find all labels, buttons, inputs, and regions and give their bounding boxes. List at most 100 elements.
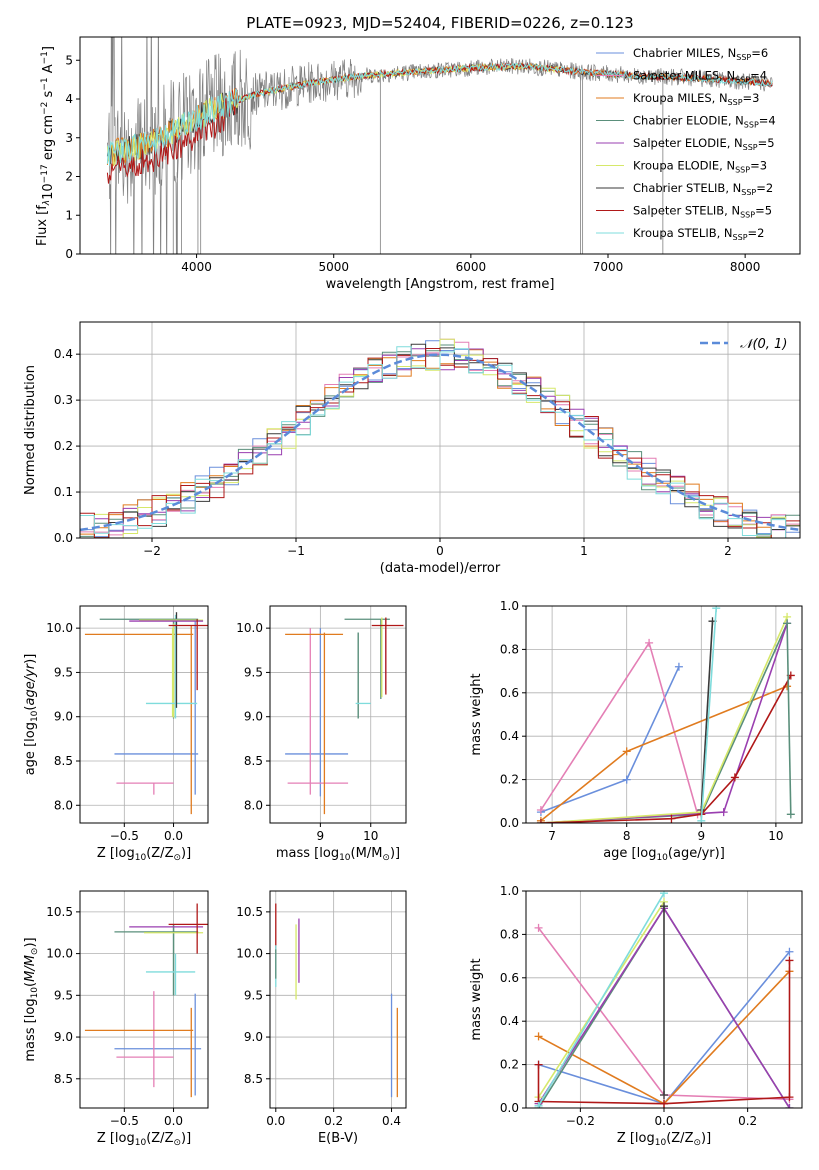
label-part: Z [log — [617, 1131, 655, 1146]
axes-frame — [269, 890, 407, 1109]
legend-label-kroupa-miles: Kroupa MILES, NSSP=3 — [633, 91, 759, 107]
label-part: Z/Z — [671, 1131, 693, 1146]
legend-subscript: SSP — [744, 121, 759, 130]
label-part: )] — [181, 1131, 191, 1146]
x-tick-label: 10 — [768, 829, 783, 843]
label-part: )] — [181, 846, 191, 861]
marker-kroupa-stelib — [660, 891, 668, 898]
y-axis-label: Flux [fλ10−17 erg cm−2 s−1 A−1] — [35, 46, 56, 246]
label-part: E(B-V) — [318, 1131, 358, 1146]
label-part: 10 — [30, 987, 40, 999]
x-axis-label: Z [log10(Z/Z⊙)] — [97, 1131, 191, 1148]
label-part: ⊙ — [693, 1138, 701, 1148]
y-tick-label: 10.5 — [46, 905, 73, 919]
y-tick-label: 5 — [65, 53, 73, 67]
y-tick-label: 8.0 — [244, 798, 263, 812]
label-part: 10 — [41, 183, 56, 200]
y-tick-label: 9.5 — [244, 665, 263, 679]
legend-label-chabrier-miles: Chabrier MILES, NSSP=6 — [633, 46, 768, 62]
series-line-kroupa-stelib — [700, 608, 717, 821]
legend-subscript: SSP — [733, 233, 748, 242]
series-line-kroupa-elodie — [540, 616, 788, 823]
legend-nssp-value: =4 — [759, 114, 776, 128]
label-part: ( — [146, 1131, 151, 1146]
y-tick-label: 10.5 — [236, 905, 263, 919]
y-tick-label: 8.5 — [244, 1072, 263, 1086]
legend-nssp-value: =3 — [750, 159, 767, 173]
y-tick-label: 0.0 — [54, 531, 73, 545]
model-fit-line-kroupa-stelib — [106, 62, 773, 166]
label-part: (data-model)/error — [380, 561, 501, 576]
series-line-kroupa-stelib — [537, 892, 665, 1107]
y-tick-label: 10.0 — [236, 621, 263, 635]
label-part: 10 — [339, 853, 351, 863]
legend-subscript: SSP — [741, 188, 756, 197]
legend-nssp-value: =4 — [750, 69, 767, 83]
y-tick-label: 10.0 — [236, 947, 263, 961]
histogram-kroupa-stelib — [80, 346, 800, 538]
residual-hist-axes: −2 −1 0 1 2 0.0 0.1 0.2 0.3 0.4 (data-model)/error… — [23, 321, 801, 576]
x-tick-label: −0.2 — [566, 1114, 595, 1128]
label-part: ( — [666, 1131, 671, 1146]
marker-salpeter-miles — [534, 923, 543, 932]
label-part: age [log — [23, 722, 38, 775]
label-part: mass [log — [23, 998, 38, 1061]
label-part: −17 — [40, 164, 50, 183]
label-part: age/yr — [23, 662, 38, 705]
label-part: mass weight — [469, 958, 484, 1040]
marker-kroupa-stelib — [534, 1101, 543, 1108]
x-tick-label: −1 — [287, 544, 305, 558]
label-part: Z [log — [97, 1131, 135, 1146]
legend-nssp-value: =3 — [743, 91, 760, 105]
marker-salpeter-stelib — [785, 956, 794, 965]
legend-nssp-value: =2 — [756, 181, 773, 195]
series-line-chabrier-stelib — [700, 621, 714, 811]
legend-label-normal: 𝒩(0, 1) — [740, 337, 787, 352]
residual-hist-plot-area — [80, 338, 800, 538]
x-axis-label: E(B-V) — [318, 1131, 358, 1146]
label-part: 10 — [135, 853, 147, 863]
y-tick-label: 0.4 — [500, 1014, 519, 1028]
label-part: wavelength [Angstrom, rest frame] — [326, 277, 555, 292]
x-tick-label: 7 — [548, 829, 556, 843]
x-tick-label: 6000 — [456, 260, 487, 274]
y-tick-label: 0.3 — [54, 393, 73, 407]
label-part: ⊙ — [173, 853, 181, 863]
marker-salpeter-miles — [536, 805, 545, 814]
label-part: ⊙ — [382, 853, 390, 863]
y-tick-label: 8.5 — [244, 754, 263, 768]
label-part: 10 — [655, 1138, 667, 1148]
axes-frame — [525, 605, 803, 824]
legend-nssp-value: =5 — [755, 204, 772, 218]
y-tick-label: 0.4 — [54, 347, 73, 361]
normal-curve — [80, 353, 800, 532]
legend-model-name: Kroupa ELODIE, N — [633, 159, 735, 173]
x-tick-label: 8 — [623, 829, 631, 843]
x-tick-label: −0.5 — [110, 1114, 139, 1128]
marker-kroupa-stelib — [697, 816, 706, 823]
label-part: mass weight — [469, 673, 484, 755]
y-tick-label: 9.0 — [54, 1030, 73, 1044]
x-tick-label: 0.0 — [164, 829, 183, 843]
x-axis-label: (data-model)/error — [380, 561, 501, 576]
label-part: 10 — [30, 710, 40, 722]
label-part: 10 — [135, 1138, 147, 1148]
axes-frame — [269, 605, 407, 824]
legend-nssp-value: =5 — [758, 136, 775, 150]
marker-chabrier-elodie-tail — [786, 810, 795, 819]
legend-subscript: SSP — [743, 143, 758, 152]
marker-chabrier-stelib — [660, 902, 668, 911]
y-axis-label: Normed distribution — [23, 365, 38, 495]
massweight-vs-Z-plot-area — [534, 891, 794, 1108]
x-axis-label: mass [log10(M/M⊙)] — [276, 846, 400, 863]
y-tick-label: 4 — [65, 92, 73, 106]
x-tick-label: 7000 — [593, 260, 624, 274]
y-tick-label: 9.5 — [54, 988, 73, 1002]
label-part: ( — [146, 846, 151, 861]
x-axis-label: wavelength [Angstrom, rest frame] — [326, 277, 555, 292]
label-part: age/yr — [673, 846, 715, 861]
legend-label-kroupa-elodie: Kroupa ELODIE, NSSP=3 — [633, 159, 767, 175]
label-part: A — [41, 64, 56, 77]
label-part: )] — [23, 937, 38, 947]
